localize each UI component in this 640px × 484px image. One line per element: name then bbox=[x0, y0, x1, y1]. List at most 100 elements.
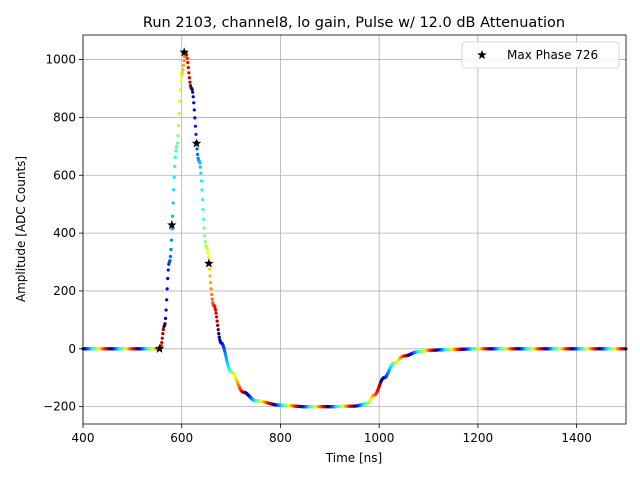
pulse-sample-point bbox=[166, 268, 170, 272]
pulse-sample-point bbox=[179, 79, 183, 83]
pulse-sample-point bbox=[181, 63, 186, 67]
y-tick-label: 0 bbox=[68, 342, 76, 356]
pulse-sample-point bbox=[210, 297, 214, 301]
y-axis-label: Amplitude [ADC Counts] bbox=[14, 156, 28, 302]
pulse-sample-point bbox=[224, 354, 228, 358]
pulse-sample-point bbox=[206, 256, 211, 260]
x-tick-label: 600 bbox=[170, 431, 193, 445]
grid bbox=[82, 35, 626, 424]
pulse-sample-point bbox=[216, 323, 220, 327]
x-tick-label: 1200 bbox=[463, 431, 494, 445]
pulse-sample-point bbox=[186, 61, 190, 65]
pulse-sample-point bbox=[191, 95, 195, 99]
y-tick-label: 800 bbox=[53, 110, 76, 124]
pulse-sample-point bbox=[165, 298, 169, 302]
x-tick-label: 400 bbox=[72, 431, 95, 445]
pulse-sample-point bbox=[193, 116, 197, 120]
pulse-sample-point bbox=[223, 351, 227, 356]
pulse-sample-point bbox=[181, 67, 185, 72]
pulse-sample-point bbox=[200, 188, 204, 192]
pulse-sample-point bbox=[172, 175, 176, 179]
pulse-sample-point bbox=[206, 251, 210, 255]
pulse-sample-point bbox=[173, 155, 177, 159]
pulse-sample-point bbox=[175, 141, 180, 145]
max-phase-star bbox=[191, 138, 202, 148]
pulse-sample-point bbox=[214, 315, 219, 319]
max-phase-star bbox=[154, 343, 165, 353]
pulse-sample-point bbox=[172, 188, 176, 192]
pulse-sample-point bbox=[168, 254, 173, 259]
x-tick-label: 800 bbox=[269, 431, 292, 445]
legend-entry-max-phase: Max Phase 726 bbox=[507, 48, 598, 62]
pulse-sample-point bbox=[171, 201, 175, 205]
pulse-sample-point bbox=[185, 56, 189, 60]
pulse-sample-point bbox=[217, 332, 221, 336]
pulse-sample-point bbox=[201, 217, 206, 221]
pulse-sample-point bbox=[192, 108, 196, 112]
plot-area-frame bbox=[82, 34, 627, 425]
pulse-sample-point bbox=[160, 340, 164, 345]
pulse-sample-point bbox=[164, 308, 168, 312]
legend: Max Phase 726 bbox=[461, 41, 620, 69]
pulse-sample-point bbox=[198, 161, 202, 165]
chart-title: Run 2103, channel8, lo gain, Pulse w/ 12… bbox=[143, 15, 565, 31]
legend-box bbox=[461, 41, 620, 69]
pulse-sample-point bbox=[187, 71, 191, 75]
pulse-sample-point bbox=[191, 90, 195, 94]
pulse-sample-point bbox=[178, 88, 182, 92]
pulse-sample-point bbox=[194, 132, 198, 136]
pulse-sample-point bbox=[195, 147, 199, 151]
y-tick-label: 200 bbox=[53, 284, 76, 298]
pulse-sample-point bbox=[178, 99, 182, 103]
pulse-sample-point bbox=[209, 280, 213, 285]
pulse-sample-point bbox=[186, 66, 190, 70]
pulse-sample-point bbox=[176, 123, 181, 128]
pulse-sample-point bbox=[161, 331, 165, 336]
pulse-sample-point bbox=[176, 134, 180, 138]
pulse-sample-point bbox=[170, 214, 175, 218]
pulse-sample-point bbox=[169, 247, 173, 252]
pulse-sample-point bbox=[190, 87, 194, 92]
x-axis-label: Time [ns] bbox=[325, 451, 382, 465]
pulse-sample-point bbox=[177, 112, 181, 116]
pulse-sample-point bbox=[193, 124, 197, 128]
pulse-sample-point bbox=[208, 274, 212, 278]
x-tick-label: 1400 bbox=[561, 431, 592, 445]
y-tick-label: −200 bbox=[43, 400, 76, 414]
pulse-sample-point bbox=[224, 356, 228, 360]
pulse-sample-point bbox=[166, 276, 170, 281]
pulse-sample-point bbox=[198, 165, 202, 169]
pulse-sample-point bbox=[168, 259, 172, 263]
y-tick-label: 400 bbox=[53, 226, 76, 240]
pulse-sample-point bbox=[213, 308, 218, 312]
pulse-sample-point bbox=[213, 305, 217, 310]
pulse-sample-point bbox=[169, 238, 174, 242]
x-tick-label: 1000 bbox=[364, 431, 395, 445]
pulse-sample-point bbox=[217, 335, 221, 339]
y-tick-label: 600 bbox=[53, 168, 76, 182]
pulse-sample-point bbox=[202, 226, 206, 230]
pulse-sample-point bbox=[180, 71, 184, 75]
pulse-sample-point bbox=[175, 144, 179, 148]
pulse-sample-point bbox=[214, 311, 218, 315]
pulse-sample-point bbox=[199, 179, 203, 183]
pulse-sample-point bbox=[174, 149, 178, 153]
max-phase-star bbox=[204, 258, 214, 268]
pulse-sample-point bbox=[216, 328, 220, 332]
pulse-sample-point bbox=[215, 319, 219, 323]
pulse-sample-point bbox=[203, 234, 207, 238]
pulse-sample-point bbox=[199, 171, 203, 175]
axis-ticks: 400 600 800 1000 1200 1400 −200 0 200 400 600 800 10… bbox=[43, 53, 592, 445]
pulse-sample-point bbox=[165, 287, 169, 291]
pulse-sample-point bbox=[203, 240, 207, 244]
pulse-sample-point bbox=[182, 59, 186, 63]
pulse-sample-point bbox=[201, 208, 205, 212]
legend-star-icon bbox=[477, 50, 487, 60]
y-tick-label: 1000 bbox=[45, 53, 76, 67]
pulse-sample-point bbox=[200, 198, 205, 202]
pulse-sample-point bbox=[163, 316, 168, 320]
pulse-sample-point bbox=[161, 327, 165, 332]
pulse-sample-point bbox=[188, 80, 192, 84]
